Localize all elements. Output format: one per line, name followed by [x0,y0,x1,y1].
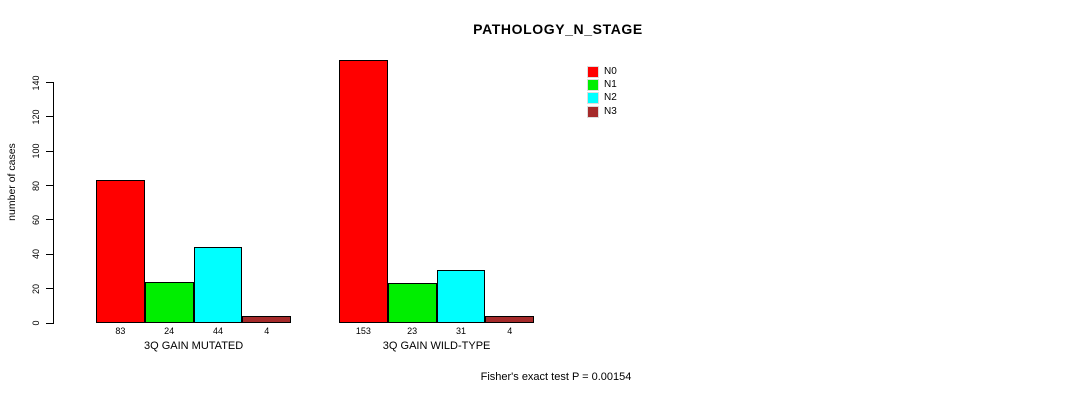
y-axis-tick [46,219,53,221]
chart-title: PATHOLOGY_N_STAGE [473,21,643,37]
bar-n1-3q-gain-wild-type [387,283,437,323]
bar-value-label: 4 [507,326,513,336]
y-axis-line [53,82,54,324]
bar-n3-3q-gain-mutated [242,316,292,323]
y-axis-tick [46,253,53,255]
legend-label-n1: N1 [604,79,617,91]
bar-value-label: 24 [164,326,175,336]
legend-swatch-n3 [587,105,599,118]
x-group-label-3q-gain-wild-type: 3Q GAIN WILD-TYPE [382,340,491,352]
legend-label-n3: N3 [604,105,617,117]
y-axis-tick-label: 20 [31,283,41,294]
y-axis-tick [46,288,53,290]
y-axis-tick-label: 0 [31,320,41,326]
bar-n2-3q-gain-wild-type [436,269,486,323]
y-axis-tick-label: 60 [31,214,41,225]
y-axis-tick-label: 120 [31,109,41,125]
y-axis-tick [46,82,53,83]
y-axis-tick-label: 100 [31,143,41,159]
bar-value-label: 44 [212,326,224,336]
y-axis-tick [46,150,53,152]
bar-value-label: 4 [264,326,270,336]
y-axis-tick-label: 40 [31,249,41,260]
legend-label-n0: N0 [604,66,617,77]
y-axis-label: number of cases [6,143,18,221]
legend-swatch-n2 [587,92,599,105]
y-axis-tick [46,322,53,324]
bar-n0-3q-gain-wild-type [339,60,388,323]
legend-swatch-n1 [587,79,599,92]
bar-value-label: 31 [455,326,467,336]
legend-label-n2: N2 [604,92,617,104]
legend-swatch-n0 [587,66,599,78]
bar-n2-3q-gain-mutated [193,247,243,323]
bar-value-label: 153 [355,326,371,336]
y-axis-tick-label: 80 [31,180,41,191]
bar-n0-3q-gain-mutated [96,180,145,323]
bar-n1-3q-gain-mutated [144,281,194,323]
y-axis-tick-label: 140 [31,74,41,91]
annotation-fisher-test: Fisher's exact test P = 0.00154 [480,371,632,383]
x-group-label-3q-gain-mutated: 3Q GAIN MUTATED [143,340,244,352]
bar-n3-3q-gain-wild-type [485,316,535,323]
y-axis-tick [46,185,53,187]
bar-value-label: 23 [407,326,418,336]
bar-value-label: 83 [115,326,126,336]
y-axis-tick [46,116,53,118]
